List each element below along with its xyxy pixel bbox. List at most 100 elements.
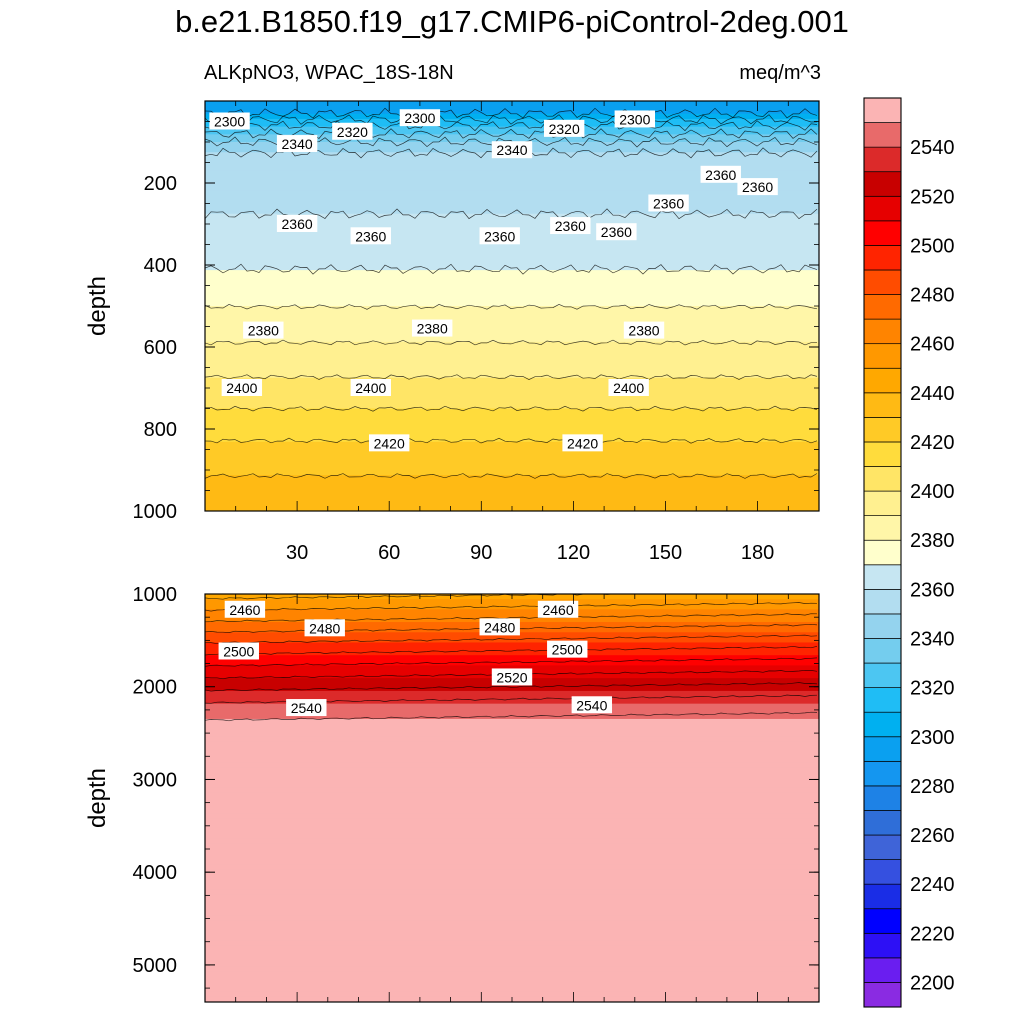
contour-label: 2300	[209, 112, 250, 130]
contour-fill-band	[205, 254, 819, 258]
contour-fill-band	[205, 915, 819, 919]
colorbar-swatch	[863, 834, 902, 860]
contour-fill-band	[205, 493, 819, 497]
contour-line	[205, 107, 818, 119]
contour-fill-band	[205, 945, 819, 950]
contour-fill-band	[205, 175, 819, 179]
contour-label: 2480	[479, 618, 520, 636]
contour-fill-band	[205, 416, 819, 420]
contour-label-text: 2480	[484, 619, 515, 635]
contour-fill-band	[205, 652, 819, 656]
contour-fill-band	[205, 642, 819, 646]
contour-line	[205, 120, 818, 132]
contour-fill-band	[205, 429, 819, 433]
contour-label-box	[614, 110, 655, 128]
contour-fill-band	[205, 973, 819, 978]
contour-fill-band	[205, 395, 819, 399]
contour-fill-band	[205, 803, 819, 807]
contour-fill-band	[205, 357, 819, 361]
contour-fill-band	[205, 994, 819, 998]
contour-label-text: 2420	[374, 435, 405, 451]
contour-fill-band	[205, 359, 819, 363]
contour-fill-band	[205, 457, 819, 461]
contour-fill-band	[205, 859, 819, 863]
contour-fill-band	[205, 917, 819, 921]
contour-fill-band	[205, 203, 819, 207]
contour-fill-band	[205, 252, 819, 256]
colorbar-tick-label: 2340	[910, 628, 955, 650]
contour-label-box	[399, 109, 441, 127]
contour-fill-band	[205, 928, 819, 932]
contour-label-text: 2380	[417, 321, 448, 337]
contour-fill-band	[205, 810, 819, 814]
contour-fill-band	[205, 436, 819, 440]
contour-fill-band	[205, 874, 819, 878]
colorbar-swatch	[863, 417, 902, 443]
colorbar-tick-label: 2400	[910, 481, 955, 503]
contour-fill-band	[205, 116, 819, 120]
contour-fill-band	[205, 759, 819, 763]
y-tick-label: 3000	[133, 769, 178, 791]
contour-line	[205, 339, 817, 346]
contour-fill-band	[205, 408, 819, 412]
colorbar-swatch	[863, 269, 902, 295]
contour-fill-band	[205, 734, 819, 738]
contour-fill-band	[205, 958, 819, 962]
contour-fill-band	[205, 984, 819, 988]
contour-label-box	[623, 321, 665, 339]
contour-fill-band	[205, 690, 819, 695]
contour-fill-band	[205, 464, 819, 469]
contour-fill-band	[205, 224, 819, 228]
contour-fill-band	[205, 787, 819, 791]
contour-fill-band	[205, 306, 819, 310]
contour-fill-band	[205, 889, 819, 893]
contour-fill-band	[205, 165, 819, 169]
contour-fill-band	[205, 841, 819, 845]
contour-label-text: 2360	[484, 228, 515, 244]
contour-fill-band	[205, 162, 819, 166]
contour-fill-band	[205, 498, 819, 502]
contour-fill-band	[205, 639, 819, 644]
contour-fill-band	[205, 754, 819, 758]
contour-fill-band	[205, 611, 819, 615]
contour-label-box	[562, 434, 603, 452]
contour-label-text: 2500	[552, 642, 583, 658]
contour-label-box	[737, 178, 778, 196]
colorbar-swatch	[863, 392, 902, 418]
contour-fill-band	[205, 134, 819, 138]
contour-fill-band	[205, 434, 819, 438]
contour-label: 2360	[596, 223, 637, 241]
contour-fill-band	[205, 277, 819, 281]
contour-fill-band	[205, 288, 819, 292]
contour-fill-band	[205, 411, 819, 415]
contour-fill-band	[205, 352, 819, 356]
contour-fill-band	[205, 495, 819, 499]
contour-fill-band	[205, 462, 819, 466]
contour-label-box	[332, 122, 373, 140]
contour-label: 2340	[491, 141, 533, 159]
colorbar-swatch	[863, 932, 902, 959]
contour-fill-band	[205, 718, 819, 723]
contour-fill-band	[205, 604, 819, 608]
colorbar-tick-label: 2300	[910, 727, 955, 749]
contour-fill-band	[205, 331, 819, 335]
contour-fill-band	[205, 190, 819, 194]
x-tick-label: 150	[649, 542, 682, 564]
contour-fill-band	[205, 736, 819, 740]
contour-fill-band	[205, 385, 819, 389]
contour-fill-band	[205, 218, 819, 223]
contour-fill-band	[205, 113, 819, 117]
contour-fill-band	[205, 444, 819, 448]
contour-label-text: 2540	[291, 700, 322, 716]
contour-label-text: 2340	[282, 136, 313, 152]
contour-fill-band	[205, 159, 819, 164]
contour-fill-band	[205, 986, 819, 990]
contour-fill-band	[205, 206, 819, 210]
contour-fill-band	[205, 856, 819, 860]
contour-fill-band	[205, 388, 819, 392]
colorbar-swatch	[863, 146, 902, 173]
contour-label-text: 2380	[628, 323, 659, 339]
contour-fill-band	[205, 836, 819, 840]
contour-fill-band	[205, 882, 819, 886]
